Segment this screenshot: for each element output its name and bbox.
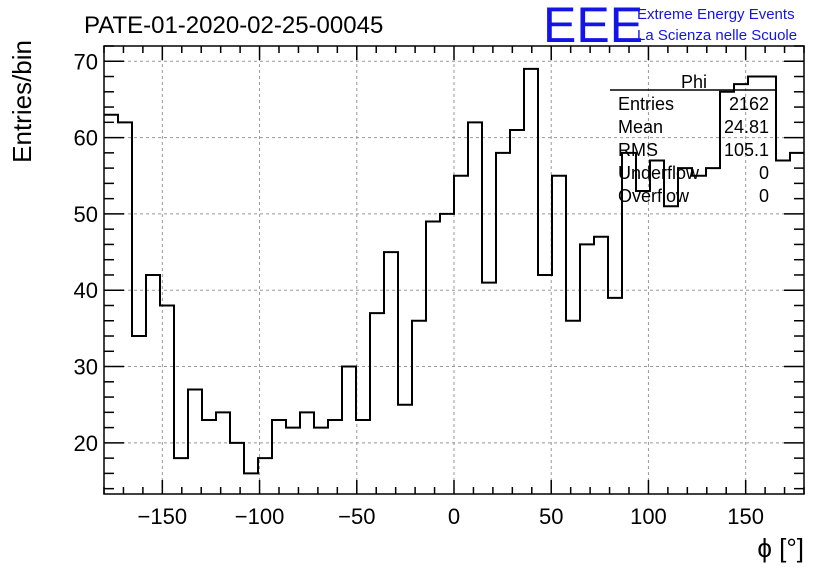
histogram-bin <box>706 168 720 494</box>
histogram-bin <box>314 428 328 494</box>
stats-row-label: Underflow <box>618 163 700 183</box>
stats-row-label: Mean <box>618 117 663 137</box>
histogram-bin <box>664 206 678 494</box>
histogram-bin <box>566 321 580 494</box>
y-tick-label: 70 <box>74 49 98 74</box>
stats-rows: Entries 2162 Mean 24.81 RMS 105.1 Underflow 0 Ov… <box>618 94 769 206</box>
x-tick-label: −150 <box>138 504 188 529</box>
y-tick-label: 40 <box>74 278 98 303</box>
x-tick-label: 0 <box>448 504 460 529</box>
histogram-series <box>104 67 804 494</box>
y-tick-label: 20 <box>74 431 98 456</box>
histogram-bin <box>692 176 706 494</box>
histogram-bin <box>160 305 174 494</box>
histogram-bin <box>118 122 132 494</box>
stats-title: Phi <box>681 72 707 92</box>
y-tick-label: 30 <box>74 355 98 380</box>
stats-row-value: 2162 <box>729 94 769 114</box>
histogram-bin <box>650 160 664 494</box>
stats-row-label: Overflow <box>618 186 690 206</box>
histogram-bin <box>398 405 412 494</box>
histogram-bin <box>146 275 160 494</box>
logo-line-1: Extreme Energy Events <box>637 6 795 23</box>
histogram-bin <box>328 420 342 494</box>
histogram-bin <box>580 244 594 494</box>
chart-title: PATE-01-2020-02-25-00045 <box>84 12 383 39</box>
histogram-bin <box>216 412 230 494</box>
histogram-bin <box>244 473 258 494</box>
axis-ticks <box>103 45 805 494</box>
histogram-bin <box>272 420 286 494</box>
histogram-bin <box>552 176 566 494</box>
logo-mark: EEE <box>543 0 643 53</box>
stats-row-value: 0 <box>759 186 769 206</box>
plot-frame <box>103 45 805 495</box>
stats-row-value: 105.1 <box>724 140 769 160</box>
histogram-bin <box>132 336 146 494</box>
histogram-bin <box>468 122 482 494</box>
x-axis-label: ϕ [°] <box>757 533 804 563</box>
histogram-bin <box>524 69 538 494</box>
histogram-outline <box>104 67 804 475</box>
tick-labels: −150 −100 −50 0 50 100 150 20 30 40 50 60 70 <box>74 49 765 529</box>
x-tick-label: −50 <box>338 504 375 529</box>
stats-row-value: 0 <box>759 163 769 183</box>
histogram-bin <box>426 222 440 494</box>
x-tick-label: 50 <box>539 504 563 529</box>
histogram-bin <box>356 420 370 494</box>
histogram-bin <box>454 176 468 494</box>
y-tick-label: 50 <box>74 202 98 227</box>
histogram-bin <box>678 168 692 494</box>
logo-line-2: La Scienza nelle Scuole <box>637 27 797 44</box>
stats-box: Phi Entries 2162 Mean 24.81 RMS 105.1 Underflo… <box>610 72 777 206</box>
histogram-bin <box>230 443 244 494</box>
histogram-bin <box>104 115 118 494</box>
histogram-bin <box>776 160 790 494</box>
histogram-bin <box>594 237 608 494</box>
histogram-bin <box>538 275 552 494</box>
histogram-bin <box>300 412 314 494</box>
histogram-bin <box>202 420 216 494</box>
stats-row-label: RMS <box>618 140 658 160</box>
x-tick-label: −100 <box>235 504 285 529</box>
histogram-bin <box>174 458 188 494</box>
histogram-bin <box>370 313 384 494</box>
grid-lines <box>104 46 804 494</box>
histogram-bin <box>188 389 202 494</box>
stats-row-label: Entries <box>618 94 674 114</box>
histogram-bin <box>286 428 300 494</box>
y-tick-label: 60 <box>74 126 98 151</box>
histogram-bin <box>608 298 622 494</box>
histogram-bin <box>510 130 524 494</box>
stats-row-value: 24.81 <box>724 117 769 137</box>
histogram-bin <box>482 283 496 494</box>
histogram-bin <box>412 321 426 494</box>
x-tick-label: 100 <box>630 504 667 529</box>
histogram-bin <box>636 191 650 494</box>
histogram-bin <box>440 214 454 494</box>
eee-logo: EEE Extreme Energy Events La Scienza nel… <box>543 0 797 53</box>
histogram-bin <box>384 252 398 494</box>
histogram-bin <box>342 367 356 494</box>
y-axis-label: Entries/bin <box>7 40 37 163</box>
x-tick-label: 150 <box>727 504 764 529</box>
